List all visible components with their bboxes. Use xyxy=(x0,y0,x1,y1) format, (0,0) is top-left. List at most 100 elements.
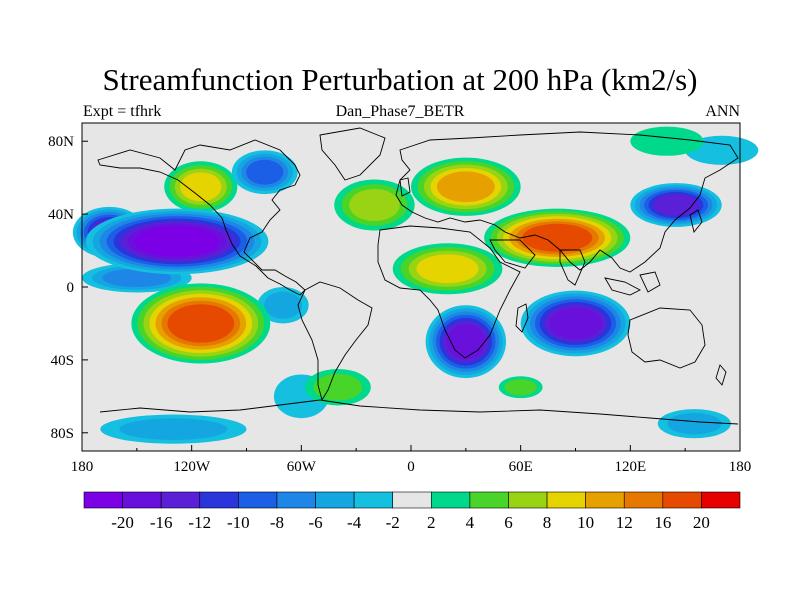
y-tick-label: 0 xyxy=(67,280,75,296)
colorbar-label: 16 xyxy=(654,513,671,532)
colorbar-label: 6 xyxy=(504,513,513,532)
colorbar-label: 4 xyxy=(466,513,475,532)
colorbar-swatch xyxy=(623,491,664,509)
x-tick-label: 60E xyxy=(509,459,533,475)
contour-band xyxy=(549,307,602,340)
anomaly-africa-high xyxy=(392,243,503,295)
anomaly-southern-ocean-low xyxy=(100,414,247,444)
season-label: ANN xyxy=(705,103,740,120)
colorbar-label: -2 xyxy=(386,513,400,532)
colorbar-label: 2 xyxy=(427,513,436,532)
contour-band xyxy=(667,412,722,435)
colorbar-label: 12 xyxy=(616,513,633,532)
colorbar-label: -4 xyxy=(347,513,362,532)
anomaly-indian-ocean-south-high xyxy=(498,376,543,399)
y-tick-label: 40S xyxy=(51,353,74,369)
anomaly-central-america-low xyxy=(257,287,309,324)
x-tick-label: 120W xyxy=(173,459,211,475)
coast-indonesia xyxy=(604,277,641,296)
contour-band xyxy=(416,254,479,284)
x-axis: 180 120W 60W 0 60E 120E 180 xyxy=(71,445,752,475)
x-tick-label: 60W xyxy=(287,459,317,475)
anomaly-north-pacific-low xyxy=(85,208,269,275)
colorbar-swatch xyxy=(276,491,316,509)
contour-band xyxy=(630,126,704,156)
contour-band xyxy=(246,159,284,185)
colorbar-swatch xyxy=(392,491,432,509)
coast-north-america xyxy=(97,139,306,296)
anomaly-middle-east-high xyxy=(484,208,631,267)
colorbar-swatch xyxy=(469,491,509,509)
colorbar-swatch xyxy=(83,491,123,509)
anomaly-southern-ocean-low-east xyxy=(657,409,731,439)
contour-band xyxy=(264,291,302,319)
colorbar-swatch xyxy=(701,491,741,509)
contour-band xyxy=(167,304,235,343)
y-axis: 80N 40N 0 40S 80S xyxy=(48,134,88,442)
contour-band xyxy=(436,171,495,203)
x-tick-label: 180 xyxy=(71,459,94,475)
x-tick-label: 0 xyxy=(407,459,415,475)
colorbar-swatch xyxy=(160,491,201,509)
map-plot-area xyxy=(72,122,759,452)
coast-eurasia xyxy=(395,131,739,273)
coast-south-america xyxy=(297,281,373,402)
map-title: Streamfunction Perturbation at 200 hPa (… xyxy=(102,62,698,97)
contour-band xyxy=(446,324,486,360)
colorbar-label: -20 xyxy=(111,513,134,532)
coast-africa xyxy=(377,225,521,359)
colorbar-swatch xyxy=(508,491,548,509)
coast-madagascar xyxy=(515,303,529,333)
coast-japan xyxy=(689,209,703,234)
coast-antarctica xyxy=(99,399,739,425)
contour-band xyxy=(134,226,220,257)
coast-greenland xyxy=(319,127,386,181)
contour-band xyxy=(522,223,593,252)
contour-band xyxy=(180,172,222,202)
coast-new-zealand xyxy=(715,364,727,386)
case-label: Dan_Phase7_BETR xyxy=(335,103,465,120)
anomaly-south-atlantic-high xyxy=(304,369,371,406)
y-tick-label: 80S xyxy=(51,426,74,442)
coast-uk xyxy=(399,177,411,197)
x-tick-label: 120E xyxy=(614,459,646,475)
colorbar-label: -8 xyxy=(270,513,284,532)
colorbar-swatch xyxy=(662,491,702,509)
contour-band xyxy=(349,188,400,222)
anomaly-south-africa-low xyxy=(425,305,507,379)
contour-band xyxy=(504,379,537,396)
colorbar-label: 8 xyxy=(543,513,552,532)
y-tick-label: 40N xyxy=(48,207,74,223)
coastlines xyxy=(97,127,739,425)
colorbar-swatch xyxy=(122,491,162,509)
colorbar-label: -12 xyxy=(188,513,211,532)
x-tick-label: 180 xyxy=(729,459,752,475)
colorbar-swatch xyxy=(430,491,471,509)
anomaly-canada-low xyxy=(231,150,298,195)
y-tick-label: 80N xyxy=(48,134,74,150)
anomaly-alaska-high xyxy=(164,161,238,213)
colorbar-label: 20 xyxy=(693,513,710,532)
coast-australia xyxy=(627,307,706,369)
anomaly-west-pacific-low xyxy=(630,183,722,227)
coast-borneo xyxy=(639,271,661,293)
contour-band xyxy=(119,418,228,440)
colorbar-swatch xyxy=(315,491,355,509)
colorbar-swatch xyxy=(353,491,394,509)
colorbar-label: -16 xyxy=(150,513,173,532)
colorbar-swatch xyxy=(546,491,586,509)
anomaly-south-pacific-high xyxy=(131,283,271,364)
streamfunction-field xyxy=(72,126,759,444)
contour-band xyxy=(102,268,172,288)
colorbar-label: 10 xyxy=(577,513,594,532)
colorbar-label: -10 xyxy=(227,513,250,532)
anomaly-arctic-high xyxy=(630,126,704,156)
colorbar-swatch xyxy=(199,491,239,509)
colorbar-swatch xyxy=(238,491,278,509)
coast-india xyxy=(559,249,586,286)
experiment-label: Expt = tfhrk xyxy=(83,103,162,120)
colorbar-label: -6 xyxy=(308,513,322,532)
anomaly-europe-high xyxy=(411,157,521,216)
anomaly-indian-ocean-low xyxy=(520,290,631,357)
